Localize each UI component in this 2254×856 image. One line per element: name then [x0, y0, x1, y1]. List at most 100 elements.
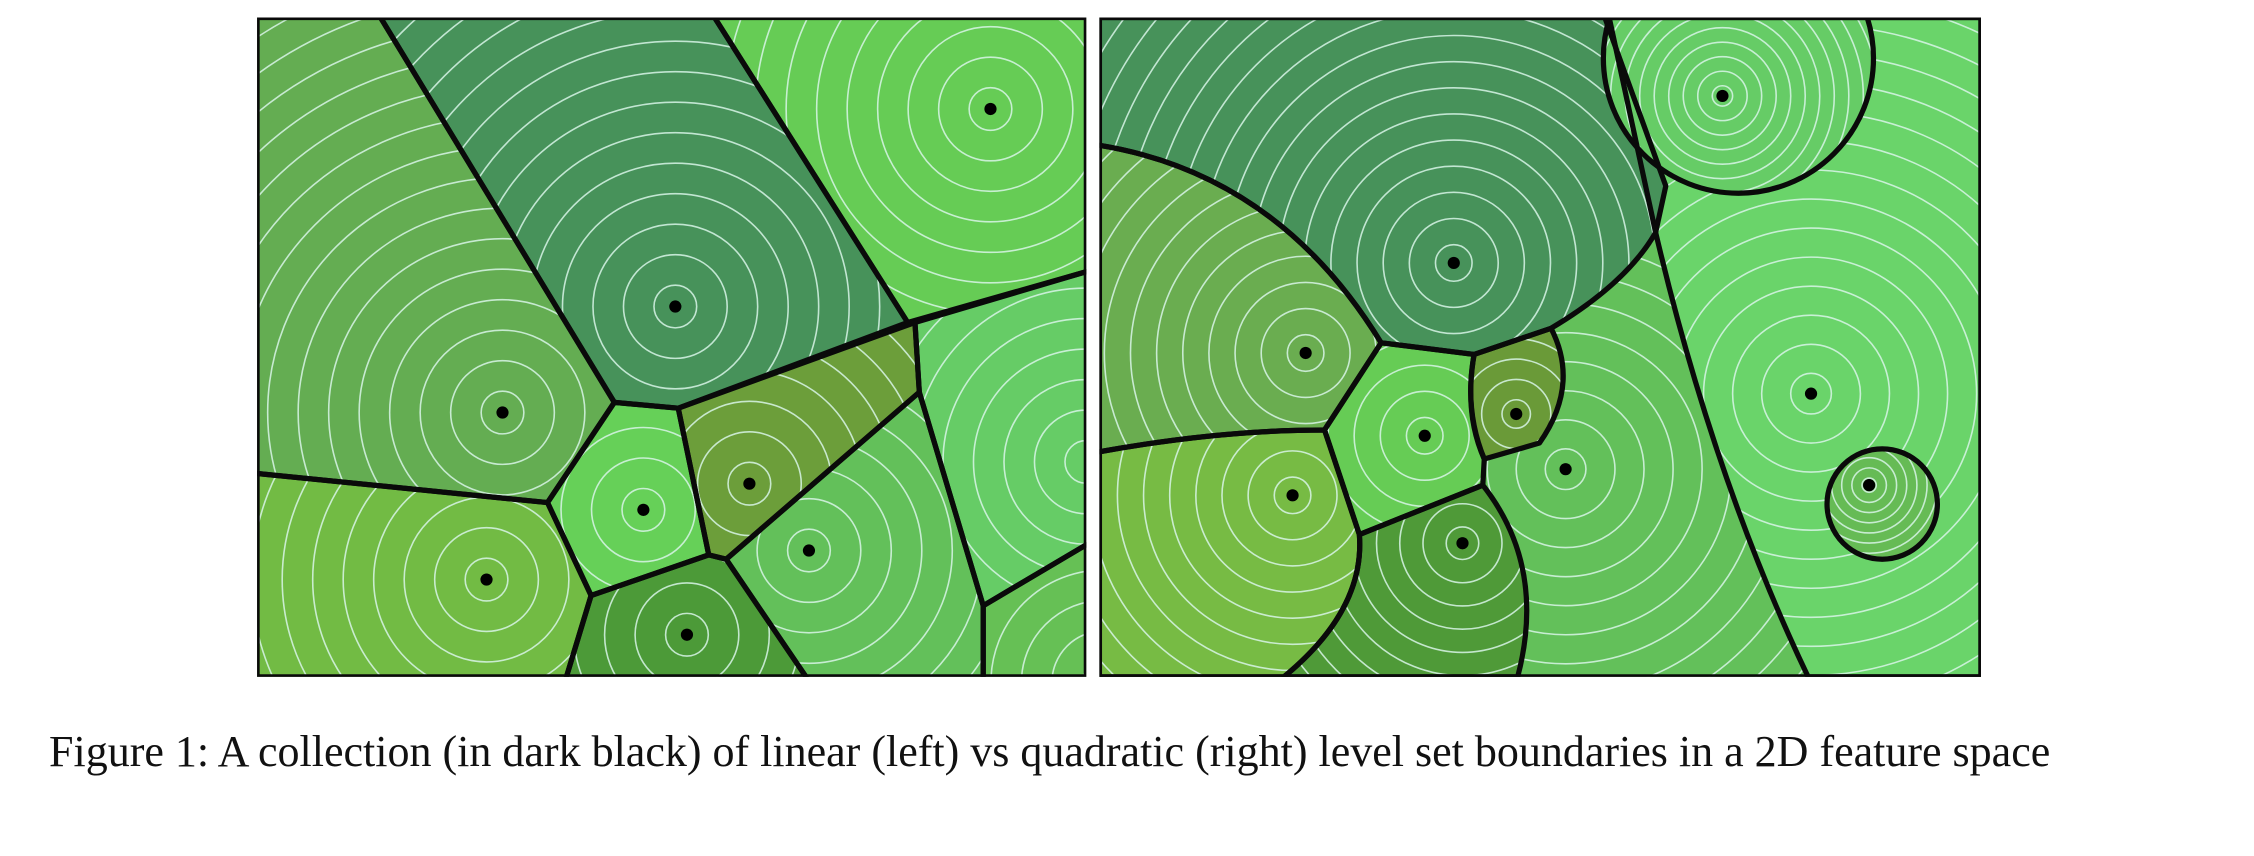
- site-point: [1716, 89, 1729, 103]
- boundary: [980, 542, 1087, 677]
- level-ring: [1731, 314, 1891, 473]
- level-ring: [372, 473, 592, 677]
- panel-area: [1099, 17, 1981, 677]
- level-ring: [1603, 17, 1850, 194]
- site-point: [637, 503, 650, 516]
- level-ring: [1445, 526, 1480, 561]
- level-ring: [1840, 456, 1898, 514]
- boundary: [1606, 17, 1981, 677]
- level-ring: [1827, 448, 1918, 534]
- region-fill: [678, 322, 920, 560]
- level-ring: [281, 473, 592, 677]
- level-ring: [1603, 17, 1865, 194]
- region-fill: [1099, 145, 1382, 452]
- level-ring: [433, 526, 540, 633]
- level-ring: [634, 582, 740, 677]
- level-ring: [1405, 416, 1444, 455]
- level-ring: [1851, 467, 1888, 504]
- panel-area: [257, 17, 1087, 677]
- level-ring: [342, 473, 592, 677]
- region-fill: [257, 17, 615, 503]
- site-point: [1510, 407, 1523, 421]
- level-ring: [561, 192, 789, 409]
- site-point: [1559, 463, 1572, 476]
- level-ring: [1515, 418, 1616, 520]
- level-ring: [907, 25, 1074, 193]
- level-ring: [1330, 139, 1578, 355]
- level-ring: [480, 390, 525, 435]
- level-ring: [696, 431, 803, 537]
- level-ring: [1142, 429, 1360, 646]
- quadratic-panel: [1099, 17, 1981, 677]
- region-fill: [1603, 17, 1874, 194]
- level-ring: [622, 253, 728, 360]
- level-ring: [968, 86, 1013, 132]
- region-fill: [714, 17, 1087, 323]
- level-ring: [1247, 450, 1338, 541]
- level-ring: [1667, 41, 1777, 151]
- linear-panel: [257, 17, 1087, 677]
- level-ring: [1696, 70, 1748, 122]
- level-ring: [846, 17, 1087, 254]
- level-ring: [327, 237, 615, 503]
- level-ring: [1382, 191, 1526, 335]
- level-ring: [1653, 26, 1792, 165]
- level-ring: [1356, 165, 1552, 355]
- boundary: [1600, 17, 1877, 196]
- level-ring: [1195, 429, 1360, 593]
- region-fill: [726, 392, 984, 677]
- site-point: [1418, 429, 1431, 442]
- site-point: [496, 406, 509, 419]
- level-ring: [419, 329, 586, 496]
- level-ring: [592, 223, 759, 390]
- level-ring: [464, 557, 509, 602]
- level-ring: [1375, 485, 1527, 631]
- level-ring: [358, 268, 615, 503]
- level-ring: [621, 487, 666, 532]
- figure-caption: Figure 1: A collection (in dark black) o…: [49, 727, 2051, 776]
- level-ring: [937, 56, 1044, 162]
- level-ring: [1544, 448, 1587, 491]
- level-ring: [1286, 333, 1325, 373]
- level-ring: [815, 17, 1087, 284]
- region-fill: [547, 402, 709, 596]
- site-point: [743, 477, 756, 490]
- level-ring: [1638, 17, 1807, 180]
- level-ring: [664, 612, 710, 657]
- boundary: [1824, 446, 1941, 562]
- level-ring: [449, 359, 556, 466]
- level-ring: [590, 457, 697, 563]
- site-point: [1286, 489, 1299, 502]
- level-ring: [1408, 217, 1500, 309]
- boundary: [711, 17, 1087, 326]
- figure: [257, 17, 1981, 677]
- boundary: [1281, 482, 1530, 677]
- level-ring: [388, 298, 615, 503]
- level-ring: [1711, 84, 1734, 107]
- boundary: [563, 552, 809, 677]
- site-point: [1863, 479, 1876, 492]
- level-ring: [756, 497, 862, 604]
- level-ring: [727, 461, 772, 506]
- level-ring: [1273, 476, 1312, 515]
- site-point: [802, 544, 816, 557]
- site-point: [1804, 387, 1818, 400]
- level-ring: [1861, 477, 1878, 494]
- level-ring: [1168, 429, 1360, 619]
- site-point: [984, 102, 997, 116]
- level-ring: [603, 554, 771, 677]
- level-ring: [653, 284, 698, 329]
- region-fill: [1470, 328, 1564, 460]
- level-ring: [1501, 398, 1532, 430]
- level-ring: [311, 473, 592, 677]
- level-ring: [1422, 502, 1503, 584]
- level-ring: [1760, 343, 1862, 444]
- level-ring: [1827, 448, 1928, 544]
- level-ring: [1486, 389, 1645, 549]
- region: [983, 544, 1087, 677]
- boundary: [1468, 325, 1566, 462]
- site-point: [1456, 537, 1469, 550]
- site-point: [480, 573, 493, 586]
- level-ring: [1702, 285, 1920, 502]
